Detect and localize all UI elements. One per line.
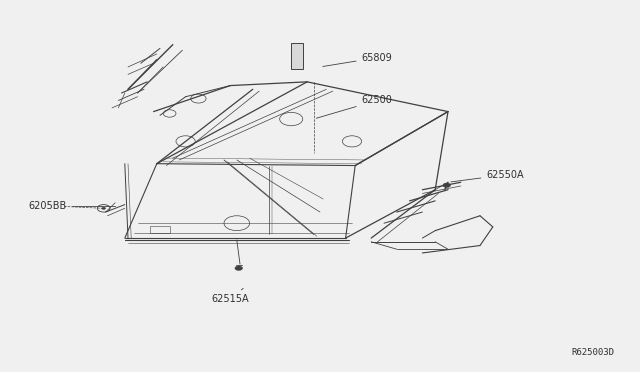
- Bar: [291, 43, 303, 69]
- Bar: [150, 226, 170, 232]
- Text: 62515A: 62515A: [211, 288, 249, 304]
- Text: 65809: 65809: [323, 53, 392, 67]
- Text: 6205BB: 6205BB: [29, 202, 116, 211]
- Text: R625003D: R625003D: [572, 348, 614, 357]
- Circle shape: [102, 207, 106, 209]
- Circle shape: [443, 183, 451, 187]
- Circle shape: [235, 266, 243, 270]
- Text: 62550A: 62550A: [451, 170, 524, 182]
- Text: 62500: 62500: [316, 96, 392, 118]
